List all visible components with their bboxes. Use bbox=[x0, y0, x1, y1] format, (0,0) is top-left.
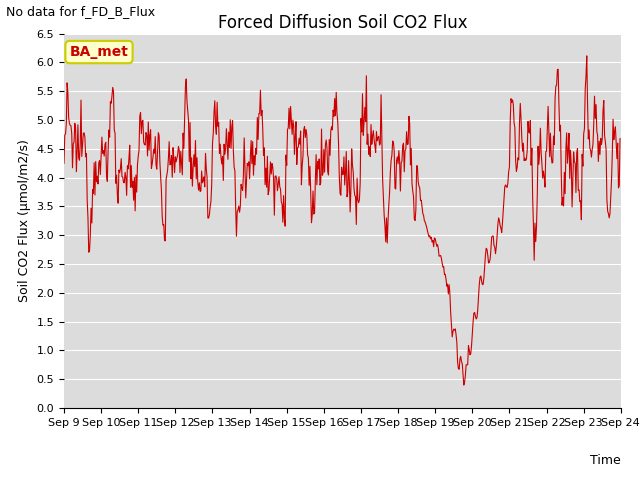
Text: No data for f_FD_B_Flux: No data for f_FD_B_Flux bbox=[6, 5, 156, 18]
Text: Time: Time bbox=[590, 454, 621, 467]
Y-axis label: Soil CO2 Flux (μmol/m2/s): Soil CO2 Flux (μmol/m2/s) bbox=[18, 139, 31, 302]
Text: BA_met: BA_met bbox=[70, 45, 129, 59]
Title: Forced Diffusion Soil CO2 Flux: Forced Diffusion Soil CO2 Flux bbox=[218, 14, 467, 32]
